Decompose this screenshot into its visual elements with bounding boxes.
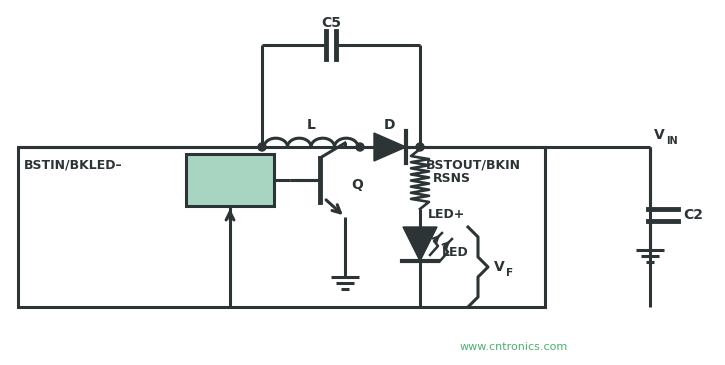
Text: C5: C5 xyxy=(321,16,341,30)
Text: www.cntronics.com: www.cntronics.com xyxy=(460,342,568,352)
Text: LED: LED xyxy=(442,246,469,260)
Text: IN: IN xyxy=(666,136,678,146)
Text: V: V xyxy=(654,128,665,142)
Text: PWM: PWM xyxy=(208,173,252,188)
FancyBboxPatch shape xyxy=(186,154,274,206)
Text: L: L xyxy=(307,118,315,132)
Text: LED+: LED+ xyxy=(428,208,465,222)
Text: BSTOUT/BKIN: BSTOUT/BKIN xyxy=(426,158,521,172)
Text: C2: C2 xyxy=(683,208,703,222)
Text: D: D xyxy=(384,118,396,132)
Text: F: F xyxy=(506,268,513,278)
Circle shape xyxy=(356,143,364,151)
Text: BSTIN/BKLED–: BSTIN/BKLED– xyxy=(24,158,123,172)
Circle shape xyxy=(416,143,424,151)
Bar xyxy=(18,147,545,307)
Circle shape xyxy=(258,143,266,151)
Polygon shape xyxy=(374,133,406,161)
Text: Q: Q xyxy=(351,178,363,192)
Text: V: V xyxy=(494,260,505,274)
Text: RSNS: RSNS xyxy=(433,173,471,185)
Polygon shape xyxy=(403,227,437,261)
